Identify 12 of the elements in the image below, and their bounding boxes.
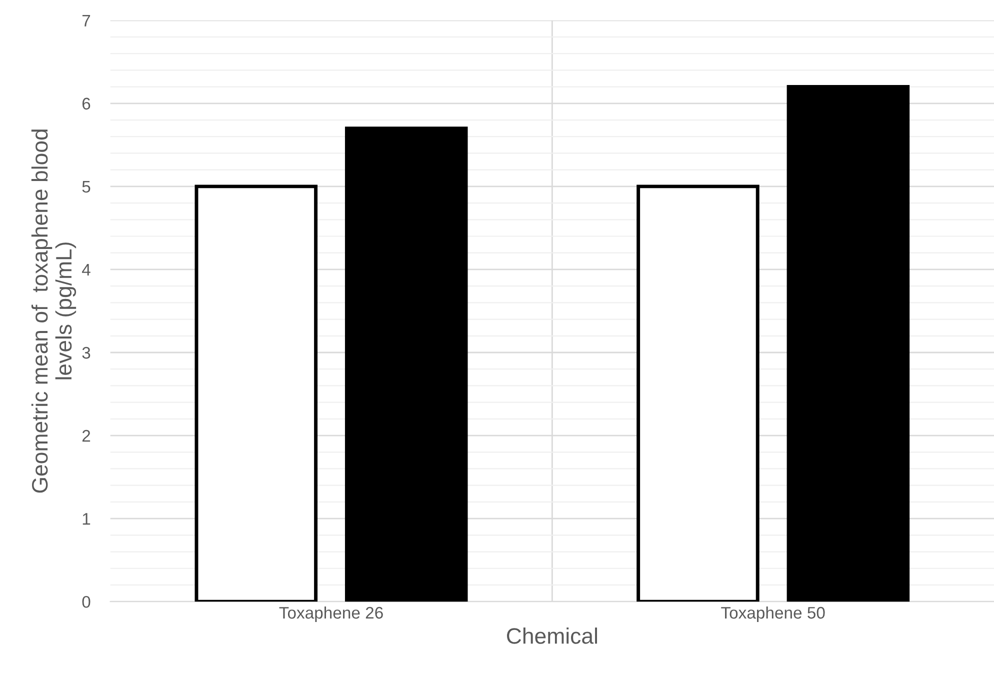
x-axis-title: Chemical <box>506 628 597 644</box>
y-tick-label: 4 <box>82 264 90 276</box>
y-tick-label: 3 <box>82 346 90 359</box>
x-tick-label: Toxaphene 26 <box>279 606 383 622</box>
y-tick-label: 6 <box>82 98 90 110</box>
y-tick-label: 1 <box>82 513 90 525</box>
y-tick-label: 2 <box>82 430 90 442</box>
y-tick-label: 7 <box>82 14 90 26</box>
y-tick-label: 0 <box>82 596 90 608</box>
y-axis-title: Geometric mean of toxaphene blood levels (pg/mL) <box>31 130 76 493</box>
x-tick-label: Toxaphene 50 <box>721 606 825 622</box>
y-tick-label: 5 <box>82 181 90 193</box>
